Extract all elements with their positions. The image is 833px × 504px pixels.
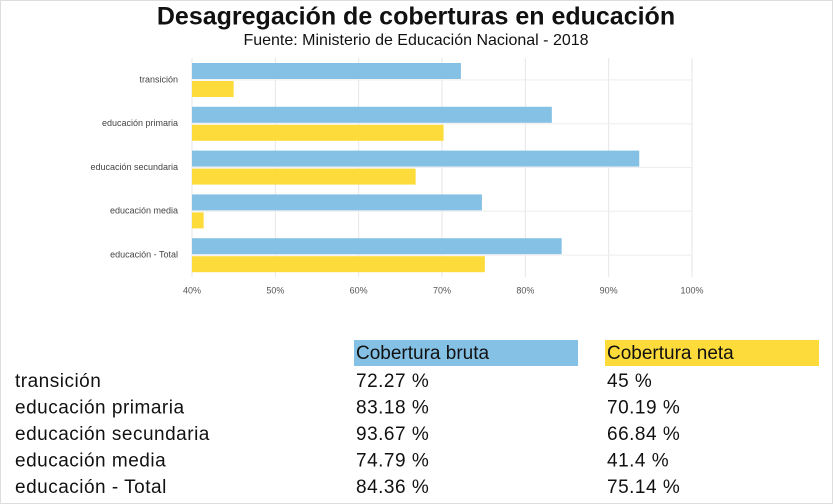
x-tick-label: 80% [516, 285, 534, 295]
y-tick-label: educación - Total [110, 249, 178, 259]
x-tick-label: 100% [680, 285, 703, 295]
chart-title: Desagregación de coberturas en educación [157, 3, 675, 31]
table-row-label: transición [15, 371, 101, 392]
table-row-label: educación primaria [15, 398, 185, 419]
legend-swatch [354, 340, 578, 366]
table-cell: 83.18 % [356, 398, 429, 419]
x-tick-label: 60% [350, 285, 368, 295]
table-row-label: educación - Total [15, 477, 167, 498]
bar [192, 81, 234, 97]
table-cell: 84.36 % [356, 477, 429, 498]
table-header: Cobertura neta [607, 343, 734, 364]
chart-subtitle: Fuente: Ministerio de Educación Nacional… [243, 32, 588, 49]
table-header: Cobertura bruta [356, 343, 490, 364]
bar [192, 194, 482, 211]
table-row-label: educación media [15, 451, 166, 472]
x-tick-label: 50% [266, 285, 284, 295]
table-cell: 93.67 % [356, 424, 429, 445]
table-cell: 74.79 % [356, 451, 429, 472]
table-row-label: educación secundaria [15, 424, 210, 445]
table-cell: 75.14 % [607, 477, 680, 498]
x-tick-label: 90% [600, 285, 618, 295]
table-cell: 70.19 % [607, 398, 680, 419]
x-tick-label: 70% [433, 285, 451, 295]
bar [192, 150, 640, 167]
legend-swatch [605, 340, 819, 366]
table-cell: 72.27 % [356, 371, 429, 392]
bar [192, 124, 444, 141]
bar [192, 256, 485, 273]
bar [192, 238, 562, 255]
table-cell: 66.84 % [607, 424, 680, 445]
bar [192, 106, 552, 123]
y-tick-label: educación media [110, 206, 178, 216]
bar [192, 63, 461, 79]
table-cell: 45 % [607, 371, 652, 392]
y-tick-label: transición [139, 74, 178, 84]
bar [192, 212, 204, 229]
y-tick-label: educación primaria [102, 118, 178, 128]
y-tick-label: educación secundaria [90, 162, 178, 172]
table-cell: 41.4 % [607, 451, 669, 472]
bar [192, 168, 416, 185]
x-tick-label: 40% [183, 285, 201, 295]
